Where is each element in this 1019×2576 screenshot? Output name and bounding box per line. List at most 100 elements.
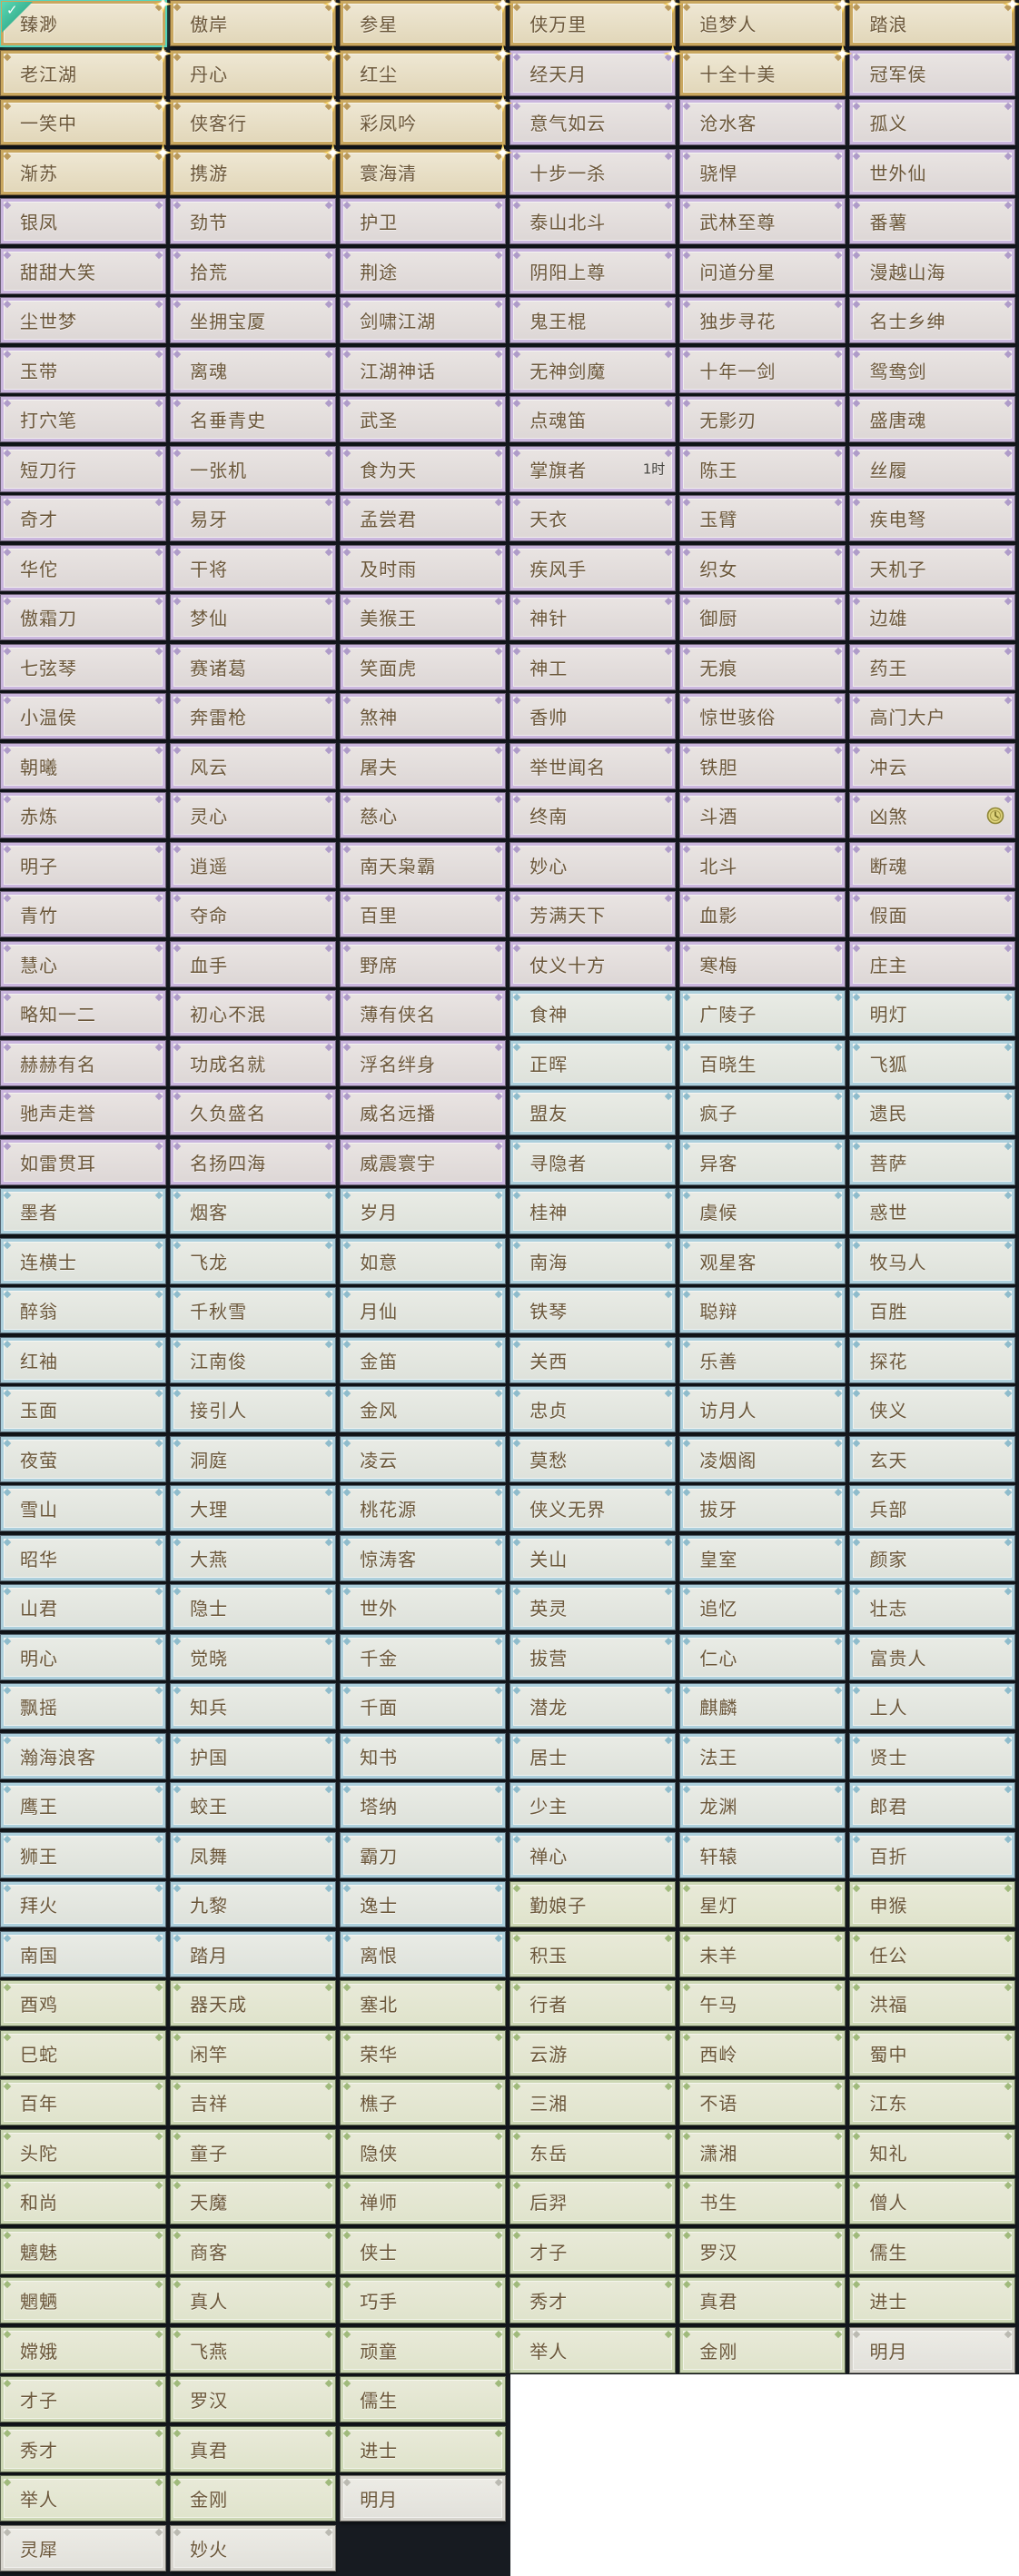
title-cell[interactable]: 行者 [510,1980,677,2026]
title-cell[interactable]: 彩凤吟 [340,94,513,145]
title-cell[interactable]: 如雷贯耳 [0,1138,166,1185]
title-cell[interactable]: 甜甜大笑 [0,247,166,294]
title-cell[interactable]: 探花 [849,1336,1016,1383]
title-cell[interactable]: 冠军侯 [849,49,1016,96]
title-cell[interactable]: 妙火 [170,2524,337,2571]
title-cell[interactable]: 百晓生 [679,1039,846,1086]
title-cell[interactable]: 短刀行 [0,445,166,492]
title-cell[interactable]: 侠万里 [510,0,683,46]
title-cell[interactable]: 侠义无界 [510,1485,677,1531]
title-cell[interactable]: 华佗 [0,544,166,591]
title-cell[interactable]: 千金 [340,1633,507,1680]
title-cell[interactable]: 如意 [340,1237,507,1284]
title-cell[interactable]: 夺命 [170,891,337,937]
title-cell[interactable]: 一张机 [170,445,337,492]
title-cell[interactable]: 潇湘 [679,2128,846,2175]
title-cell[interactable]: 铁琴 [510,1287,677,1333]
title-cell[interactable]: 儒生 [340,2376,507,2422]
title-cell[interactable]: 无神剑魔 [510,346,677,393]
title-cell[interactable]: 魑魅 [0,2227,166,2274]
title-cell[interactable]: 顽童 [340,2326,507,2373]
title-cell[interactable]: 药王 [849,643,1016,690]
title-cell[interactable]: 夜萤 [0,1435,166,1482]
title-cell[interactable]: 虞候 [679,1188,846,1234]
title-cell[interactable]: 十步一杀 [510,148,677,195]
title-cell[interactable]: 疾风手 [510,544,677,591]
title-cell[interactable]: 才子 [0,2376,166,2422]
title-cell[interactable]: 江南俊 [170,1336,337,1383]
title-cell[interactable]: 九黎 [170,1881,337,1927]
title-cell[interactable]: 无影刃 [679,396,846,442]
title-cell[interactable]: 丹心 [170,44,343,96]
title-cell[interactable]: 阴阳上尊 [510,247,677,294]
title-cell[interactable]: 嫦娥 [0,2326,166,2373]
title-cell[interactable]: 屠夫 [340,742,507,789]
title-cell[interactable]: 东岳 [510,2128,677,2175]
title-cell[interactable]: 野席 [340,940,507,987]
title-cell[interactable]: 小温侯 [0,693,166,739]
title-cell[interactable]: 千面 [340,1683,507,1729]
title-cell[interactable]: 举人 [510,2326,677,2373]
title-cell[interactable]: 慧心 [0,940,166,987]
title-cell[interactable]: 南国 [0,1930,166,1977]
title-cell[interactable]: 举世闻名 [510,742,677,789]
title-cell[interactable]: 霸刀 [340,1831,507,1878]
title-cell[interactable]: 仁心 [679,1633,846,1680]
title-cell[interactable]: 踏月 [170,1930,337,1977]
title-cell[interactable]: 终南 [510,792,677,838]
title-cell[interactable]: 拔牙 [679,1485,846,1531]
title-cell[interactable]: 疯子 [679,1089,846,1135]
title-cell[interactable]: 贤士 [849,1732,1016,1779]
title-cell[interactable]: 真人 [170,2277,337,2323]
title-cell[interactable]: 美猴王 [340,594,507,640]
title-cell[interactable]: 明子 [0,841,166,888]
title-cell[interactable]: 少主 [510,1782,677,1828]
title-cell[interactable]: 大理 [170,1485,337,1531]
title-cell[interactable]: 才子 [510,2227,677,2274]
title-cell[interactable]: 雪山 [0,1485,166,1531]
title-cell[interactable]: 进士 [849,2277,1016,2323]
title-cell[interactable]: 天魔 [170,2178,337,2224]
title-cell[interactable]: 玉面 [0,1386,166,1432]
title-cell[interactable]: 牧马人 [849,1237,1016,1284]
title-cell[interactable]: 商客 [170,2227,337,2274]
title-cell[interactable]: 关西 [510,1336,677,1383]
title-cell[interactable]: 禅心 [510,1831,677,1878]
title-cell[interactable]: 秀才 [0,2425,166,2472]
title-cell[interactable]: 离魂 [170,346,337,393]
title-cell[interactable]: 驰声走誉 [0,1089,166,1135]
title-cell[interactable]: 颜家 [849,1534,1016,1581]
title-cell[interactable]: 闲竿 [170,2029,337,2076]
title-cell[interactable]: 鬼王棍 [510,297,677,343]
title-cell[interactable]: 假面 [849,891,1016,937]
title-cell[interactable]: 广陵子 [679,990,846,1036]
title-cell[interactable]: 书生 [679,2178,846,2224]
title-cell[interactable]: 赫赫有名 [0,1039,166,1086]
title-cell[interactable]: 南天枭霸 [340,841,507,888]
title-cell[interactable]: 巳蛇 [0,2029,166,2076]
title-cell[interactable]: 北斗 [679,841,846,888]
title-cell[interactable]: 久负盛名 [170,1089,337,1135]
title-cell[interactable]: 食为天 [340,445,507,492]
title-cell[interactable]: 名士乡绅 [849,297,1016,343]
title-cell[interactable]: 朝曦 [0,742,166,789]
title-cell[interactable]: 逸士 [340,1881,507,1927]
title-cell[interactable]: 百胜 [849,1287,1016,1333]
title-cell[interactable]: 申猴 [849,1881,1016,1927]
title-cell[interactable]: 江东 [849,2079,1016,2125]
title-cell[interactable]: 蛟王 [170,1782,337,1828]
title-cell[interactable]: 罗汉 [679,2227,846,2274]
title-cell[interactable]: 塞北 [340,1980,507,2026]
title-cell[interactable]: 儒生 [849,2227,1016,2274]
title-cell[interactable]: 红尘 [340,44,513,96]
title-cell[interactable]: 骁悍 [679,148,846,195]
title-cell[interactable]: 瀚海浪客 [0,1732,166,1779]
title-cell[interactable]: 威名远播 [340,1089,507,1135]
title-cell[interactable]: 上人 [849,1683,1016,1729]
title-cell[interactable]: 赤炼 [0,792,166,838]
title-cell[interactable]: 英灵 [510,1584,677,1630]
title-cell[interactable]: 连横士 [0,1237,166,1284]
title-cell[interactable]: 侠客行 [170,94,343,145]
title-cell[interactable]: 寒梅 [679,940,846,987]
title-cell[interactable]: 轩辕 [679,1831,846,1878]
